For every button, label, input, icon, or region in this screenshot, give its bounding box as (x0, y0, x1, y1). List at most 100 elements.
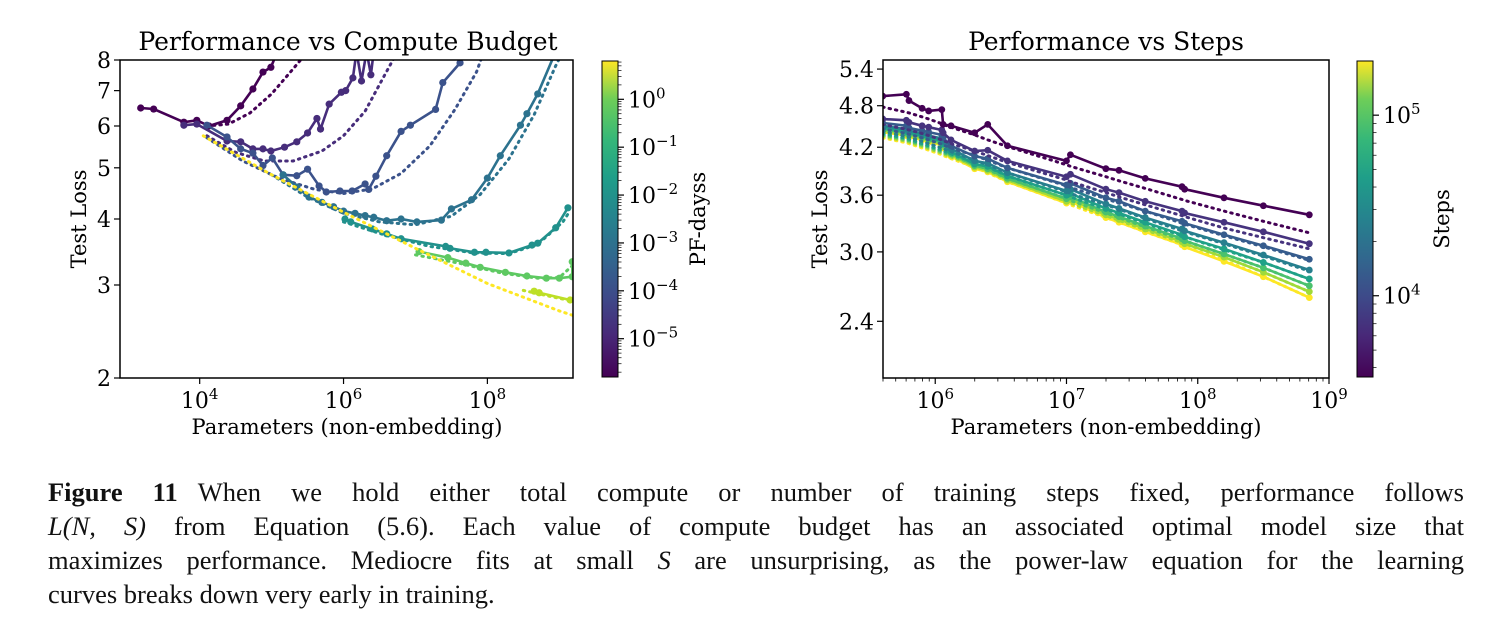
data-point (259, 68, 267, 76)
data-point (925, 107, 933, 115)
data-point (293, 138, 301, 146)
left-colorbar (601, 60, 619, 378)
data-point (293, 172, 301, 180)
y-tick-label: 3.0 (839, 241, 874, 266)
data-point (303, 165, 312, 173)
data-point (1102, 194, 1110, 202)
left-chart: Performance vs Compute Budget 104 106 108 … (67, 27, 710, 439)
data-point (1181, 227, 1189, 235)
caption-line-2: L(N, S) from Equation (5.6). Each value … (48, 511, 1464, 541)
y-tick-label: 4.2 (839, 136, 874, 161)
data-point (267, 147, 275, 155)
data-point (361, 211, 369, 220)
data-point (367, 71, 375, 79)
y-tick-label: 6 (97, 115, 111, 140)
data-point (223, 116, 231, 124)
data-point (341, 215, 349, 223)
data-point (594, 302, 601, 309)
data-point (523, 110, 531, 118)
data-point (249, 85, 257, 93)
data-point (1181, 185, 1189, 193)
data-point (316, 125, 325, 133)
caption-line-1: Figure 11 When we hold either total compu… (48, 477, 1464, 507)
data-point (137, 104, 145, 112)
data-point (496, 152, 504, 160)
data-point (918, 122, 926, 130)
data-point (203, 121, 211, 129)
data-point (1181, 209, 1189, 217)
data-point (1220, 231, 1228, 239)
data-point (1259, 202, 1267, 210)
data-point (501, 268, 509, 276)
x-tick-label: 107 (1048, 385, 1086, 414)
colorbar-tick-label: 10−1 (628, 132, 678, 161)
data-point (1259, 228, 1267, 236)
data-point (439, 78, 447, 87)
math-S: S (657, 545, 671, 575)
right-y-ticks: 2.4 3.0 3.6 4.2 4.8 5.4 (839, 58, 883, 335)
data-point (259, 145, 267, 153)
data-point (516, 121, 525, 129)
fit-line (201, 134, 573, 318)
data-line (883, 117, 1310, 245)
data-point (1004, 157, 1011, 165)
data-point (483, 174, 491, 182)
data-point (1102, 200, 1110, 208)
right-chart: Performance vs Steps 106 107 108 109 2.4 3.0… (808, 27, 1454, 439)
data-point (1141, 207, 1149, 215)
x-tick-label: 108 (1179, 385, 1217, 414)
left-chart-title: Performance vs Compute Budget (138, 27, 557, 56)
data-point (237, 102, 245, 110)
data-point (180, 121, 188, 129)
data-point (150, 105, 158, 113)
left-x-axis-label: Parameters (non-embedding) (192, 415, 503, 439)
y-tick-label: 5 (97, 157, 111, 182)
data-point (1181, 219, 1189, 227)
data-point (268, 154, 276, 162)
left-colorbar-ticks: 100 10−1 10−2 10−3 10−4 10−5 (618, 61, 678, 373)
data-point (883, 115, 887, 123)
data-point (303, 129, 312, 137)
x-tick-label: 106 (325, 385, 363, 414)
data-point (1102, 165, 1110, 173)
data-point (237, 138, 245, 146)
data-point (1220, 250, 1228, 258)
y-tick-label: 8 (97, 49, 111, 74)
data-point (1115, 189, 1123, 197)
data-point (413, 218, 421, 226)
data-point (971, 129, 979, 137)
data-point (313, 114, 321, 123)
data-point (1259, 259, 1267, 266)
data-point (523, 272, 531, 280)
data-point (984, 121, 992, 128)
colorbar-tick-label: 105 (1383, 100, 1421, 129)
right-chart-title: Performance vs Steps (968, 27, 1244, 56)
data-point (223, 133, 231, 141)
data-point (447, 205, 456, 213)
data-point (1305, 282, 1313, 290)
data-point (482, 248, 490, 256)
data-point (444, 254, 452, 262)
data-line (206, 62, 462, 194)
data-point (397, 215, 405, 223)
right-x-ticks: 106 107 108 109 (882, 378, 1348, 414)
data-point (918, 104, 926, 112)
right-colorbar (1356, 60, 1374, 378)
y-tick-label: 4 (97, 208, 111, 233)
data-point (280, 143, 289, 151)
data-point (925, 123, 933, 131)
colorbar-tick-label: 104 (1383, 281, 1421, 310)
left-series (203, 60, 483, 196)
data-point (528, 241, 536, 249)
data-point (555, 274, 563, 282)
data-point (476, 263, 484, 271)
data-point (351, 209, 359, 217)
data-point (361, 180, 369, 188)
data-point (1141, 214, 1149, 221)
data-point (1004, 142, 1011, 150)
data-point (1305, 240, 1313, 248)
figure-caption: Figure 11 When we hold either total compu… (48, 475, 1464, 611)
data-point (568, 258, 573, 266)
right-plot-area (883, 90, 1313, 301)
data-point (1115, 197, 1123, 205)
